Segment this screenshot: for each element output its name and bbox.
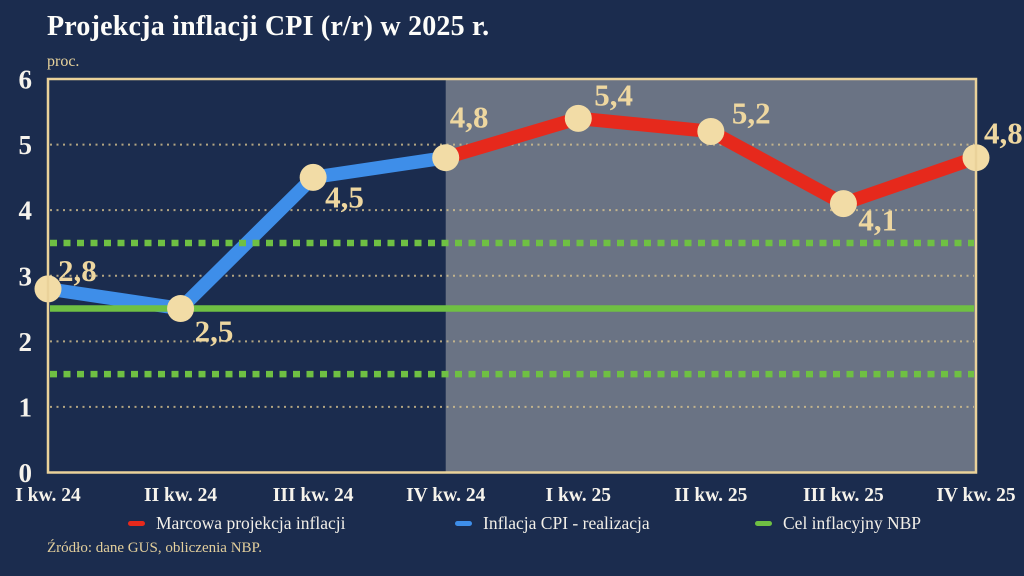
x-axis-tick-label: I kw. 25: [545, 485, 611, 506]
x-axis-tick-label: III kw. 24: [273, 485, 354, 506]
data-point-marker: [432, 144, 460, 172]
data-point-label: 2,8: [58, 253, 97, 288]
data-point-marker: [167, 295, 195, 323]
green-line-swatch-icon: [755, 520, 772, 526]
y-axis-tick-label: 3: [19, 261, 33, 291]
y-axis-tick-label: 6: [19, 65, 33, 95]
x-axis-tick-label: I kw. 24: [15, 485, 81, 506]
y-axis-tick-label: 5: [19, 130, 33, 160]
y-axis-unit-label: proc.: [47, 53, 80, 70]
x-axis-tick-label: II kw. 24: [144, 485, 217, 506]
y-axis-tick-label: 4: [19, 196, 33, 226]
data-point-label: 5,2: [732, 95, 771, 130]
data-point-label: 4,1: [858, 203, 897, 238]
legend-item-cel-inflacyjny: Cel inflacyjny NBP: [755, 509, 921, 537]
x-axis-tick-label: IV kw. 24: [406, 485, 486, 506]
data-point-label: 4,8: [450, 100, 489, 135]
legend-item-label: Marcowa projekcja inflacji: [156, 512, 346, 533]
y-axis-tick-label: 1: [19, 392, 33, 422]
data-point-marker: [299, 163, 327, 191]
y-axis-tick-label: 2: [19, 327, 33, 357]
x-axis-tick-label: IV kw. 25: [936, 485, 1016, 506]
data-point-label: 4,5: [325, 179, 364, 214]
data-point-marker: [829, 190, 857, 218]
page-title: Projekcja inflacji CPI (r/r) w 2025 r.: [47, 11, 490, 42]
red-line-swatch-icon: [128, 520, 145, 526]
x-axis-tick-label: II kw. 25: [674, 485, 747, 506]
source-note: Źródło: dane GUS, obliczenia NBP.: [47, 540, 262, 556]
data-point-marker: [564, 104, 592, 132]
legend-item-inflacja-realizacja: Inflacja CPI - realizacja: [455, 509, 650, 537]
legend: Marcowa projekcja inflacji Inflacja CPI …: [0, 509, 1024, 537]
data-point-marker: [697, 117, 725, 145]
y-axis-tick-label: 0: [19, 458, 33, 488]
legend-item-label: Cel inflacyjny NBP: [783, 512, 922, 533]
data-point-label: 2,5: [195, 314, 234, 349]
series-line: [41, 150, 453, 316]
plot-border: [46, 77, 978, 474]
x-axis-tick-label: III kw. 25: [803, 485, 884, 506]
legend-item-label: Inflacja CPI - realizacja: [483, 512, 650, 533]
projection-region: [445, 80, 975, 472]
legend-item-marcowa-projekcja: Marcowa projekcja inflacji: [128, 509, 346, 537]
blue-line-swatch-icon: [455, 520, 472, 526]
data-point-label: 5,4: [594, 77, 633, 112]
data-point-label: 4,8: [984, 116, 1023, 151]
